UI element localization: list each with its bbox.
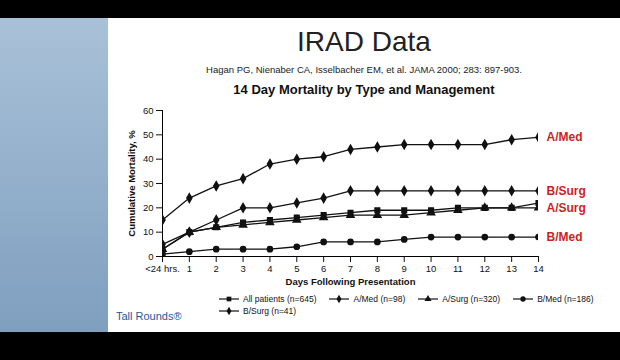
svg-text:B/Med: B/Med (547, 230, 583, 244)
html-text:A/Med (n=98): A/Med (n=98) (353, 294, 406, 304)
svg-text:3: 3 (240, 263, 245, 274)
svg-text:Cumulative Mortality, %: Cumulative Mortality, % (126, 130, 137, 237)
svg-text:A/Surg: A/Surg (547, 201, 586, 215)
svg-text:11: 11 (453, 263, 463, 274)
svg-text:6: 6 (321, 263, 326, 274)
svg-text:Days Following Presentation: Days Following Presentation (286, 276, 416, 287)
svg-text:A/Med: A/Med (547, 130, 583, 144)
svg-text:10: 10 (143, 226, 154, 237)
svg-text:40: 40 (143, 153, 154, 164)
html-text:14 Day Mortality by Type and M: 14 Day Mortality by Type and Management (233, 82, 495, 97)
svg-text:60: 60 (143, 105, 154, 116)
svg-text:1: 1 (187, 263, 192, 274)
html-text:Tall Rounds®: Tall Rounds® (116, 310, 182, 322)
svg-text:20: 20 (143, 202, 154, 213)
html-text:IRAD Data: IRAD Data (297, 26, 431, 57)
svg-text:9: 9 (402, 263, 407, 274)
svg-text:4: 4 (267, 263, 272, 274)
svg-text:<24 hrs.: <24 hrs. (145, 263, 180, 274)
svg-text:14: 14 (533, 263, 544, 274)
svg-text:B/Surg: B/Surg (547, 184, 586, 198)
svg-text:50: 50 (143, 129, 154, 140)
svg-text:2: 2 (214, 263, 219, 274)
svg-text:8: 8 (375, 263, 380, 274)
svg-text:13: 13 (506, 263, 517, 274)
svg-text:5: 5 (294, 263, 299, 274)
html-text:Hagan PG, Nienaber CA, Isselba: Hagan PG, Nienaber CA, Isselbacher EM, e… (206, 64, 522, 75)
html-text:A/Surg (n=320): A/Surg (n=320) (442, 294, 501, 304)
svg-text:7: 7 (348, 263, 353, 274)
html-text:All patients (n=645): All patients (n=645) (243, 294, 317, 304)
svg-text:10: 10 (426, 263, 437, 274)
svg-text:12: 12 (479, 263, 490, 274)
svg-text:0: 0 (148, 251, 153, 262)
html-text:B/Surg (n=41): B/Surg (n=41) (243, 306, 297, 316)
html-text:B/Med (n=186): B/Med (n=186) (537, 294, 594, 304)
svg-text:30: 30 (143, 178, 154, 189)
